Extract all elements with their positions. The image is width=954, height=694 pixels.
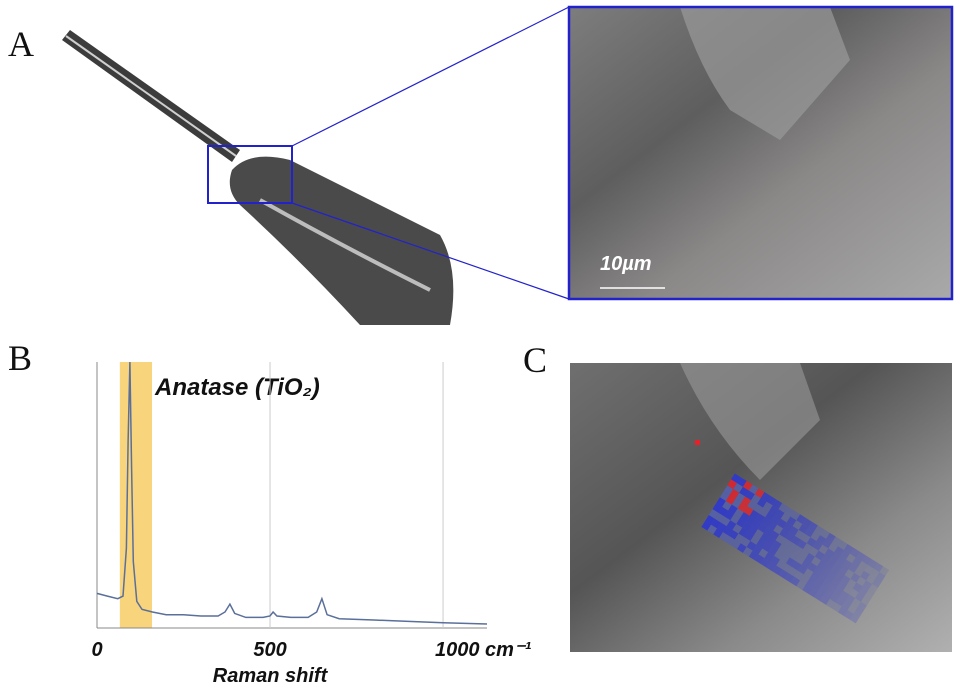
- panel-label: C: [523, 340, 547, 380]
- map-pixel: [695, 440, 700, 445]
- spectrum-line: [97, 362, 487, 624]
- scale-bar-label: 10µm: [600, 253, 652, 275]
- x-tick-label: 0: [91, 639, 102, 661]
- wire-photo: [62, 30, 453, 325]
- panel-label: A: [8, 24, 34, 64]
- zoom-line: [292, 7, 569, 146]
- raman-map-photo: [570, 363, 952, 652]
- panel-label: B: [8, 338, 32, 378]
- annotation: Anatase (TiO₂): [154, 374, 320, 401]
- x-axis-label: Raman shift: [213, 665, 329, 687]
- x-tick-label: 500: [253, 639, 286, 661]
- figure: 10µm A B C Raman shift Anatase (TiO₂) 0 5…: [0, 0, 954, 694]
- x-tick-label: 1000 cm⁻¹: [435, 639, 532, 661]
